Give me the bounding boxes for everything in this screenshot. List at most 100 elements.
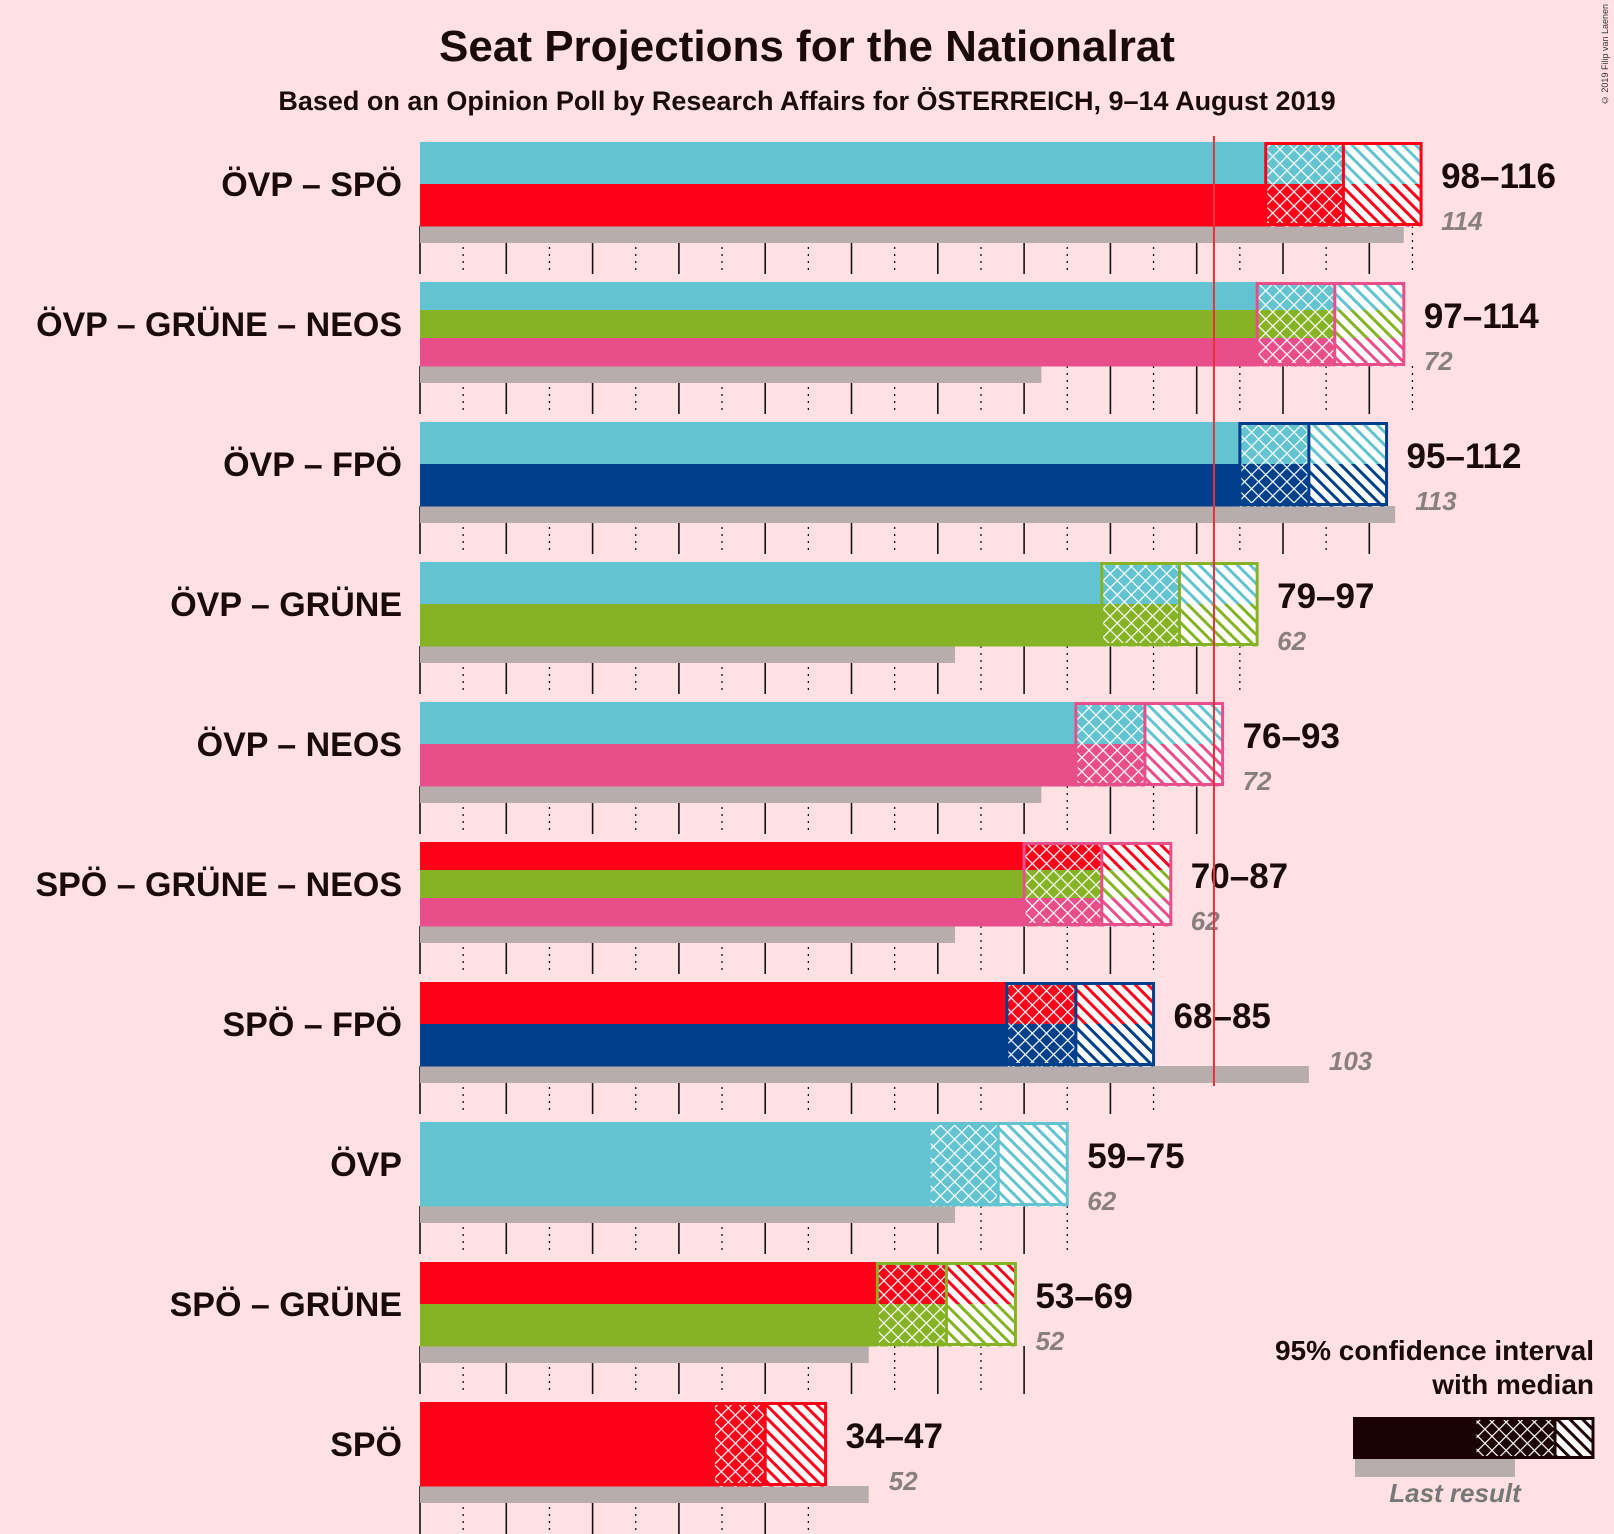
ci-lower-gru bbox=[1257, 310, 1335, 339]
ci-outline bbox=[1255, 282, 1406, 366]
party-stripe-neo bbox=[420, 898, 1025, 927]
last-result-bar bbox=[420, 786, 1042, 803]
ci-lower-fpo bbox=[1239, 464, 1309, 507]
ci-upper-neo bbox=[1144, 744, 1223, 787]
coalition-row: ÖVP – FPÖ 95–112 113 bbox=[223, 422, 1521, 523]
ci-outline bbox=[1022, 842, 1173, 926]
ci-lower-spo bbox=[713, 1402, 766, 1487]
range-label: 79–97 bbox=[1277, 577, 1374, 616]
party-stripe-fpo bbox=[420, 1024, 1007, 1067]
party-stripe-ovp bbox=[420, 422, 1240, 465]
last-result-bar bbox=[420, 1486, 869, 1503]
range-label: 95–112 bbox=[1407, 437, 1522, 476]
party-stripe-spo bbox=[420, 982, 1007, 1025]
legend-hatch-swatch bbox=[1555, 1417, 1593, 1459]
last-result-label: 62 bbox=[1087, 1186, 1116, 1216]
last-result-bar bbox=[420, 1066, 1309, 1083]
range-label: 53–69 bbox=[1035, 1277, 1132, 1316]
chart-subtitle: Based on an Opinion Poll by Research Aff… bbox=[278, 86, 1336, 116]
ci-upper-ovp bbox=[1343, 142, 1422, 185]
coalition-row: ÖVP – GRÜNE 79–97 62 bbox=[170, 562, 1374, 663]
ci-upper-neo bbox=[1334, 338, 1404, 367]
ci-upper-spo bbox=[1343, 184, 1422, 227]
coalition-label: ÖVP – SPÖ bbox=[221, 166, 402, 204]
ci-lower-ovp bbox=[1075, 702, 1145, 745]
range-label: 70–87 bbox=[1191, 857, 1288, 896]
ci-outline bbox=[1074, 702, 1225, 786]
legend-title: 95% confidence interval with median bbox=[1254, 1334, 1594, 1402]
legend-last-result-label: Last result bbox=[1389, 1478, 1521, 1508]
coalition-label: ÖVP bbox=[330, 1146, 402, 1184]
legend-crosshatch-swatch bbox=[1475, 1417, 1555, 1459]
last-result-label: 72 bbox=[1243, 766, 1272, 796]
ci-outline bbox=[1005, 982, 1156, 1066]
last-result-label: 114 bbox=[1441, 206, 1483, 236]
coalition-label: SPÖ – GRÜNE – NEOS bbox=[35, 866, 402, 904]
coalition-row: SPÖ – GRÜNE 53–69 52 bbox=[170, 1262, 1133, 1363]
coalition-label: SPÖ – FPÖ bbox=[223, 1006, 403, 1044]
last-result-label: 52 bbox=[889, 1466, 918, 1496]
coalition-label: ÖVP – GRÜNE bbox=[170, 586, 402, 624]
ci-lower-ovp bbox=[1101, 562, 1180, 605]
ci-lower-fpo bbox=[1006, 1024, 1076, 1067]
ci-upper-ovp bbox=[1334, 282, 1404, 311]
ci-upper-fpo bbox=[1075, 1024, 1154, 1067]
ci-upper-gru bbox=[1334, 310, 1404, 339]
ci-lower-gru bbox=[1024, 870, 1102, 899]
ci-lower-spo bbox=[1006, 982, 1076, 1025]
last-result-label: 72 bbox=[1424, 346, 1453, 376]
ci-lower-neo bbox=[1075, 744, 1145, 787]
party-stripe-ovp bbox=[420, 562, 1102, 605]
ci-upper-spo bbox=[1075, 982, 1154, 1025]
party-stripe-spo bbox=[420, 1262, 878, 1305]
ci-upper-ovp bbox=[1144, 702, 1223, 745]
party-stripe-ovp bbox=[420, 1122, 930, 1207]
range-label: 68–85 bbox=[1174, 997, 1271, 1036]
coalition-row: SPÖ – FPÖ 68–85 103 bbox=[223, 982, 1373, 1083]
coalition-row: ÖVP 59–75 62 bbox=[330, 1122, 1185, 1223]
ci-upper-gru bbox=[1101, 870, 1171, 899]
legend-ci-outline bbox=[1473, 1417, 1595, 1459]
last-result-bar bbox=[420, 366, 1042, 383]
party-stripe-fpo bbox=[420, 464, 1240, 507]
coalition-row: SPÖ 34–47 52 bbox=[330, 1402, 943, 1503]
range-label: 76–93 bbox=[1243, 717, 1340, 756]
coalition-label: SPÖ bbox=[330, 1426, 402, 1464]
last-result-label: 62 bbox=[1277, 626, 1306, 656]
last-result-label: 103 bbox=[1329, 1046, 1373, 1076]
coalition-row: ÖVP – GRÜNE – NEOS 97–114 72 bbox=[36, 282, 1539, 383]
ci-upper-spo bbox=[946, 1262, 1016, 1305]
party-stripe-ovp bbox=[420, 142, 1266, 185]
last-result-label: 52 bbox=[1035, 1326, 1064, 1356]
coalition-label: ÖVP – FPÖ bbox=[223, 446, 402, 484]
ci-lower-ovp bbox=[929, 1122, 999, 1207]
coalition-row: ÖVP – NEOS 76–93 72 bbox=[197, 702, 1340, 803]
last-result-bar bbox=[420, 926, 956, 943]
party-stripe-gru bbox=[420, 604, 1102, 647]
range-label: 34–47 bbox=[846, 1417, 943, 1456]
ci-lower-neo bbox=[1257, 338, 1335, 367]
ci-upper-gru bbox=[1179, 604, 1258, 647]
party-stripe-ovp bbox=[420, 702, 1076, 745]
party-stripe-spo bbox=[420, 1402, 714, 1487]
coalition-label: ÖVP – NEOS bbox=[197, 726, 402, 764]
last-result-bar bbox=[420, 646, 956, 663]
chart-title: Seat Projections for the Nationalrat bbox=[439, 22, 1175, 71]
party-stripe-spo bbox=[420, 184, 1266, 227]
ci-lower-gru bbox=[1101, 604, 1180, 647]
ci-upper-ovp bbox=[998, 1122, 1068, 1207]
range-label: 97–114 bbox=[1424, 297, 1539, 336]
ci-lower-neo bbox=[1024, 898, 1102, 927]
ci-outline bbox=[711, 1402, 828, 1486]
ci-lower-spo bbox=[1265, 184, 1344, 227]
ci-upper-ovp bbox=[1308, 422, 1387, 465]
party-stripe-neo bbox=[420, 744, 1076, 787]
party-stripe-gru bbox=[420, 870, 1025, 899]
legend-title-line1: 95% confidence interval bbox=[1274, 1335, 1594, 1366]
last-result-bar bbox=[420, 226, 1404, 243]
last-result-bar bbox=[420, 1346, 869, 1363]
last-result-label: 113 bbox=[1415, 486, 1457, 516]
legend-solid-swatch bbox=[1353, 1417, 1475, 1459]
ci-lower-ovp bbox=[1239, 422, 1309, 465]
party-stripe-ovp bbox=[420, 282, 1258, 311]
